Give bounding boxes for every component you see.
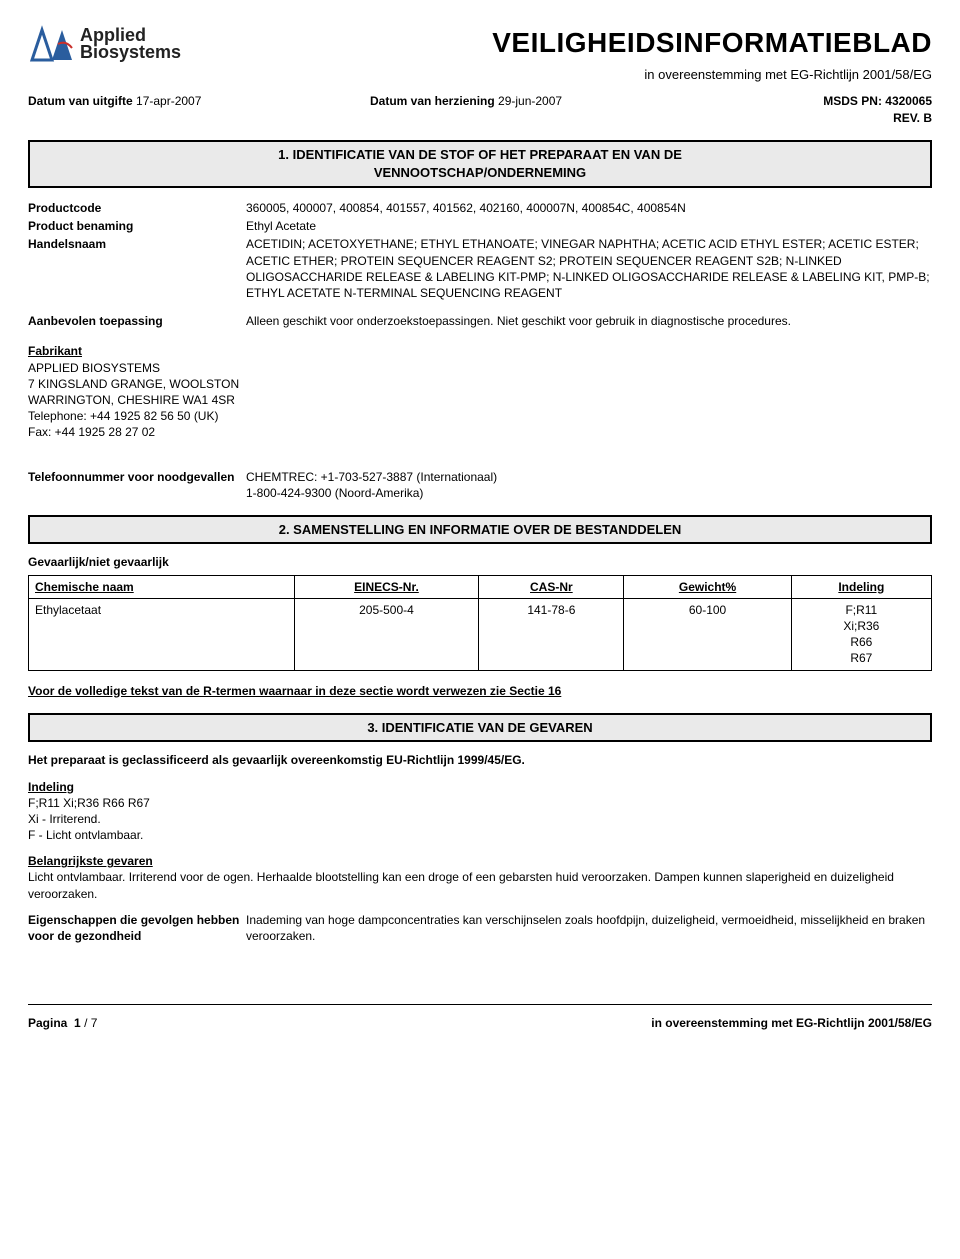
tradename-value: ACETIDIN; ACETOXYETHANE; ETHYL ETHANOATE…	[246, 236, 932, 301]
manufacturer-line: Fax: +44 1925 28 27 02	[28, 424, 932, 440]
health-text: Inademing van hoge dampconcentraties kan…	[246, 912, 932, 944]
page-total: 7	[91, 1016, 98, 1030]
col-classif: Indeling	[791, 575, 931, 598]
issue-date: Datum van uitgifte 17-apr-2007	[28, 93, 288, 125]
page-title: VEILIGHEIDSINFORMATIEBLAD	[218, 24, 932, 62]
table-row: Ethylacetaat 205-500-4 141-78-6 60-100 F…	[29, 598, 932, 670]
productname-value: Ethyl Acetate	[246, 218, 932, 234]
pn-block: MSDS PN: 4320065 REV. B	[752, 93, 932, 125]
cell-weight: 60-100	[624, 598, 791, 670]
section-2-head: 2. SAMENSTELLING EN INFORMATIE OVER DE B…	[28, 515, 932, 545]
manufacturer-header: Fabrikant	[28, 343, 932, 359]
page-current: 1	[74, 1016, 81, 1030]
pn-label: MSDS PN:	[823, 94, 882, 108]
emergency-line2: 1-800-424-9300 (Noord-Amerika)	[246, 485, 932, 501]
col-einecs: EINECS-Nr.	[294, 575, 479, 598]
cell-chemname: Ethylacetaat	[29, 598, 295, 670]
indeling-codes: F;R11 Xi;R36 R66 R67	[28, 795, 932, 811]
logo: Applied Biosystems	[28, 24, 218, 64]
footer: Pagina 1 / 7 in overeenstemming met EG-R…	[28, 1015, 932, 1031]
section-1-head: 1. IDENTIFICATIE VAN DE STOF OF HET PREP…	[28, 140, 932, 188]
section-1-head-l1: 1. IDENTIFICATIE VAN DE STOF OF HET PREP…	[36, 146, 924, 164]
pn-value: 4320065	[885, 94, 932, 108]
productname-label: Product benaming	[28, 218, 246, 234]
footer-right: in overeenstemming met EG-Richtlijn 2001…	[651, 1015, 932, 1031]
main-hazards-header: Belangrijkste gevaren	[28, 853, 932, 869]
rev-code: REV. B	[752, 110, 932, 126]
footer-separator	[28, 1004, 932, 1005]
manufacturer-line: Telephone: +44 1925 82 56 50 (UK)	[28, 408, 932, 424]
table-header-row: Chemische naam EINECS-Nr. CAS-Nr Gewicht…	[29, 575, 932, 598]
logo-text: Applied Biosystems	[80, 27, 181, 61]
revision-date-value: 29-jun-2007	[498, 94, 562, 108]
indeling-block: Indeling F;R11 Xi;R36 R66 R67 Xi - Irrit…	[28, 779, 932, 844]
ingredients-table: Chemische naam EINECS-Nr. CAS-Nr Gewicht…	[28, 575, 932, 671]
cell-cas: 141-78-6	[479, 598, 624, 670]
footer-page: Pagina 1 / 7	[28, 1015, 97, 1031]
revision-date: Datum van herziening 29-jun-2007	[370, 93, 670, 125]
tradename-label: Handelsnaam	[28, 236, 246, 301]
issue-date-label: Datum van uitgifte	[28, 94, 133, 108]
main-hazards-text: Licht ontvlambaar. Irriterend voor de og…	[28, 869, 932, 901]
manufacturer-line: APPLIED BIOSYSTEMS	[28, 360, 932, 376]
section-3-head: 3. IDENTIFICATIE VAN DE GEVAREN	[28, 713, 932, 743]
manufacturer-line: 7 KINGSLAND GRANGE, WOOLSTON	[28, 376, 932, 392]
logo-icon	[28, 24, 76, 64]
logo-line2: Biosystems	[80, 44, 181, 61]
cell-classif: F;R11 Xi;R36 R66 R67	[791, 598, 931, 670]
title-box: VEILIGHEIDSINFORMATIEBLAD in overeenstem…	[218, 24, 932, 83]
manufacturer-block: Fabrikant APPLIED BIOSYSTEMS 7 KINGSLAND…	[28, 343, 932, 440]
main-hazards-block: Belangrijkste gevaren Licht ontvlambaar.…	[28, 853, 932, 902]
meta-row: Datum van uitgifte 17-apr-2007 Datum van…	[28, 93, 932, 125]
xi-line: Xi - Irriterend.	[28, 811, 932, 827]
hazard-label: Gevaarlijk/niet gevaarlijk	[28, 554, 932, 570]
health-block: Eigenschappen die gevolgen hebben voor d…	[28, 912, 932, 944]
issue-date-value: 17-apr-2007	[136, 94, 201, 108]
col-chemname: Chemische naam	[29, 575, 295, 598]
r-phrase-ref: Voor de volledige tekst van de R-termen …	[28, 683, 932, 699]
revision-date-label: Datum van herziening	[370, 94, 495, 108]
header: Applied Biosystems VEILIGHEIDSINFORMATIE…	[28, 24, 932, 83]
classified-line: Het preparaat is geclassificeerd als gev…	[28, 752, 932, 768]
col-weight: Gewicht%	[624, 575, 791, 598]
page-sep: /	[84, 1016, 87, 1030]
section-1-head-l2: VENNOOTSCHAP/ONDERNEMING	[36, 164, 924, 182]
f-line: F - Licht ontvlambaar.	[28, 827, 932, 843]
page-subtitle: in overeenstemming met EG-Richtlijn 2001…	[218, 66, 932, 84]
productcode-value: 360005, 400007, 400854, 401557, 401562, …	[246, 200, 932, 216]
productcode-label: Productcode	[28, 200, 246, 216]
emergency-line1: CHEMTREC: +1-703-527-3887 (Internationaa…	[246, 469, 932, 485]
health-header: Eigenschappen die gevolgen hebben voor d…	[28, 912, 246, 944]
manufacturer-line: WARRINGTON, CHESHIRE WA1 4SR	[28, 392, 932, 408]
cell-einecs: 205-500-4	[294, 598, 479, 670]
emergency-label: Telefoonnummer voor noodgevallen	[28, 469, 246, 501]
section-1-body: Productcode 360005, 400007, 400854, 4015…	[28, 200, 932, 440]
page-label: Pagina	[28, 1016, 67, 1030]
indeling-header: Indeling	[28, 779, 932, 795]
use-value: Alleen geschikt voor onderzoekstoepassin…	[246, 313, 932, 329]
use-label: Aanbevolen toepassing	[28, 313, 246, 329]
emergency-block: Telefoonnummer voor noodgevallen CHEMTRE…	[28, 469, 932, 501]
col-cas: CAS-Nr	[479, 575, 624, 598]
